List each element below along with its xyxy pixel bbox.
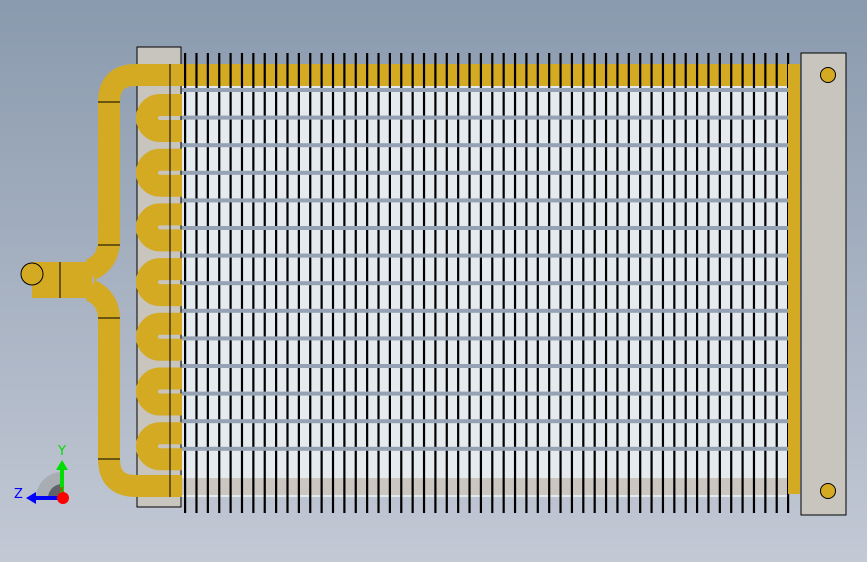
tube-row (182, 88, 788, 92)
tube-row (182, 281, 788, 286)
u-bend (136, 258, 182, 307)
tube-row (182, 391, 788, 396)
tube-row (182, 115, 788, 120)
tube-row (182, 143, 788, 148)
z-arrowhead (26, 492, 36, 504)
tube-row (182, 364, 788, 368)
tube-rows (182, 88, 788, 451)
tube-row (182, 446, 788, 451)
u-bend (136, 148, 182, 197)
x-axis-label: X (59, 486, 64, 494)
y-arrowhead (56, 460, 68, 470)
u-bend (136, 94, 182, 142)
tube-row (182, 308, 788, 313)
u-bends (136, 94, 182, 471)
tube-row (182, 226, 788, 230)
tube-row (182, 336, 788, 341)
u-bend (136, 422, 182, 471)
x-axis-dot (57, 492, 69, 504)
tube-row (182, 170, 788, 175)
mount-hole-bottom (820, 483, 836, 499)
tube-row (182, 419, 788, 424)
right-end-plate (788, 52, 847, 516)
mount-hole-top (820, 67, 836, 83)
u-bend (136, 312, 182, 361)
fin-background (182, 64, 788, 497)
z-axis-label: Z (14, 487, 23, 502)
pipe-seams (59, 64, 171, 497)
inlet-opening (20, 262, 44, 286)
tube-row (182, 198, 788, 203)
u-bend (136, 367, 182, 416)
u-bend (136, 203, 182, 252)
y-axis-label: Y (57, 444, 66, 459)
axis-triad[interactable]: Y Z X (14, 444, 69, 504)
tube-row (182, 253, 788, 258)
